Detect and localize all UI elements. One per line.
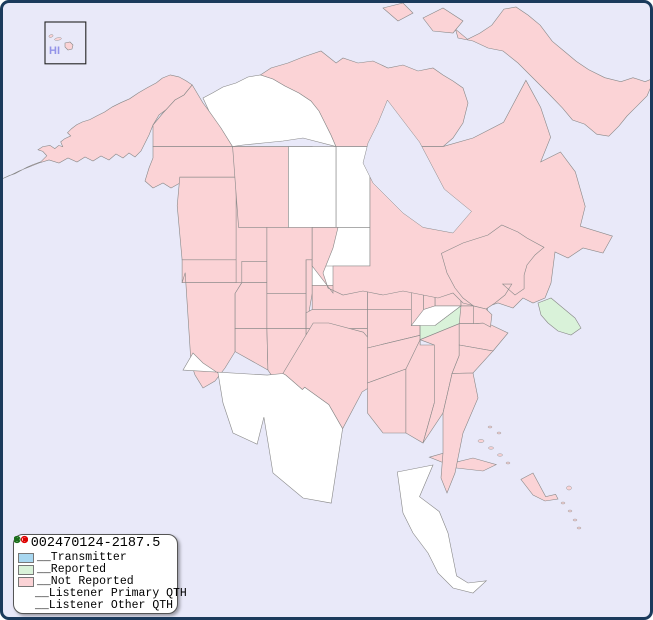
- svg-text:HI: HI: [49, 45, 60, 57]
